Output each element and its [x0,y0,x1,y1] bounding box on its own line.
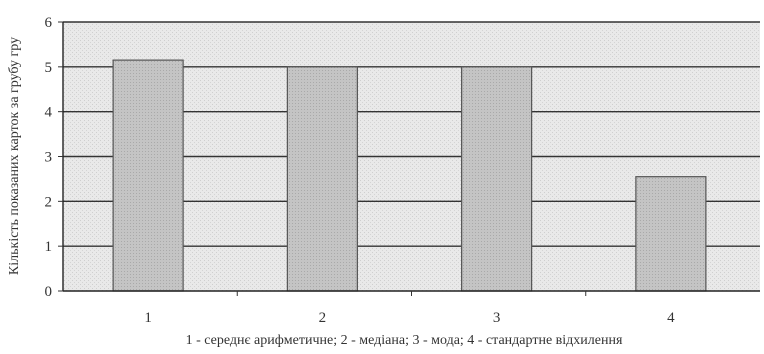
y-tick-label-3: 3 [45,150,53,166]
bar-4 [635,176,707,292]
y-tick-label-1: 1 [45,239,53,255]
x-tick-labels: 1 2 3 4 [144,291,675,326]
bars [112,59,707,292]
x-tick-label-3: 3 [493,310,501,326]
y-tick-labels: 0 1 2 3 4 5 6 [45,15,63,300]
y-tick-label-6: 6 [45,15,53,31]
y-axis-label: Кількість показаних карток за грубу гру [7,37,22,275]
x-axis-caption: 1 - середнє арифметичне; 2 - медіана; 3 … [186,333,623,348]
x-tick-label-4: 4 [667,310,675,326]
y-tick-label-0: 0 [45,284,53,300]
x-tick-label-1: 1 [144,310,152,326]
bar-3 [461,66,533,292]
bar-2 [286,66,358,292]
y-tick-label-4: 4 [45,105,53,121]
y-tick-label-5: 5 [45,60,53,76]
bar-1 [112,59,184,292]
x-tick-label-2: 2 [319,310,327,326]
y-tick-label-2: 2 [45,194,53,210]
